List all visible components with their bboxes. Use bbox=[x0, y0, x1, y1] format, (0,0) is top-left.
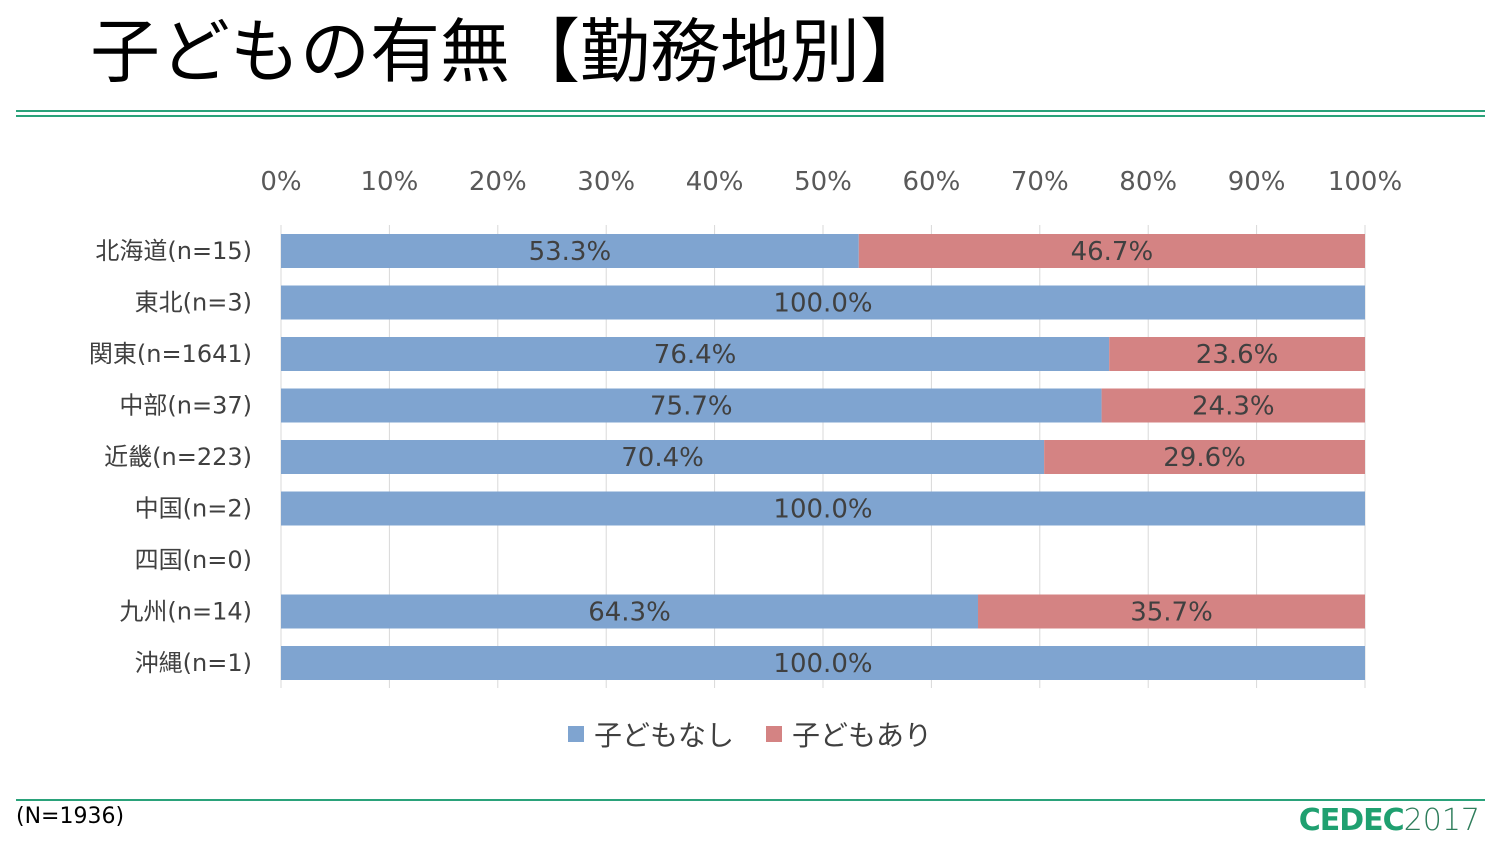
stacked-bar-chart: 0% 10% 20% 30% 40% 50% 60% 70% 80% 90% 100% 北海道(n=1… bbox=[89, 167, 1402, 688]
bar-data-label: 100.0% bbox=[773, 289, 872, 319]
x-tick-label: 80% bbox=[1119, 167, 1177, 197]
x-tick-label: 0% bbox=[260, 167, 301, 197]
bar-data-label: 64.3% bbox=[588, 598, 671, 628]
bar-no-children bbox=[281, 285, 1365, 320]
x-tick-label: 60% bbox=[903, 167, 961, 197]
x-tick-label: 20% bbox=[469, 167, 527, 197]
legend-swatch-no-children bbox=[567, 726, 584, 742]
cedec-logo: CEDEC 2017 bbox=[1299, 803, 1480, 838]
category-label: 東北(n=3) bbox=[135, 289, 252, 317]
x-tick-label: 100% bbox=[1328, 167, 1402, 197]
legend-label-no-children: 子どもなし bbox=[593, 719, 734, 752]
bar-has-children bbox=[1101, 388, 1365, 423]
category-label: 沖縄(n=1) bbox=[135, 649, 252, 677]
bar-no-children bbox=[281, 388, 1102, 423]
bar-data-label: 70.4% bbox=[621, 443, 704, 473]
bar-data-label: 53.3% bbox=[529, 237, 612, 267]
bar-no-children bbox=[281, 646, 1365, 680]
legend-item-no-children: 子どもなし bbox=[567, 714, 734, 754]
bar-has-children bbox=[1109, 337, 1365, 371]
category-label: 四国(n=0) bbox=[135, 546, 252, 574]
bar-has-children bbox=[858, 234, 1365, 268]
category-label: 関東(n=1641) bbox=[89, 340, 252, 368]
legend-label-has-children: 子どもあり bbox=[792, 719, 933, 752]
legend-item-has-children: 子どもあり bbox=[766, 714, 932, 754]
x-tick-label: 30% bbox=[577, 167, 635, 197]
logo-cedec-text: CEDEC bbox=[1298, 803, 1405, 838]
title-rule-lower bbox=[16, 115, 1485, 117]
bar-data-label: 75.7% bbox=[650, 392, 733, 422]
bar-data-label: 100.0% bbox=[773, 649, 872, 679]
bar-has-children bbox=[1044, 440, 1365, 474]
bar-data-label: 35.7% bbox=[1130, 598, 1213, 628]
bar-data-label: 100.0% bbox=[773, 495, 872, 525]
slide-title: 子どもの有無【勤務地別】 bbox=[90, 11, 930, 93]
bar-no-children bbox=[281, 491, 1365, 526]
x-tick-label: 40% bbox=[686, 167, 744, 197]
bar-no-children bbox=[281, 337, 1110, 371]
bar-data-label: 29.6% bbox=[1163, 443, 1246, 473]
x-tick-label: 10% bbox=[361, 167, 419, 197]
bar-no-children bbox=[281, 440, 1045, 474]
category-label: 近畿(n=223) bbox=[104, 443, 252, 471]
bar-no-children bbox=[281, 234, 859, 268]
category-label: 九州(n=14) bbox=[119, 598, 252, 626]
category-label: 北海道(n=15) bbox=[95, 237, 252, 265]
footer-rule bbox=[16, 799, 1485, 801]
x-tick-label: 90% bbox=[1228, 167, 1286, 197]
bar-has-children bbox=[978, 594, 1365, 629]
bar-data-label: 46.7% bbox=[1071, 237, 1154, 267]
title-rule-upper bbox=[16, 110, 1485, 112]
logo-year-text: 2017 bbox=[1403, 803, 1480, 838]
legend-swatch-has-children bbox=[766, 726, 782, 742]
x-tick-label: 70% bbox=[1011, 167, 1069, 197]
bar-no-children bbox=[281, 594, 979, 629]
category-label: 中国(n=2) bbox=[135, 495, 252, 523]
sample-size-footnote: (N=1936) bbox=[16, 804, 125, 829]
x-tick-label: 50% bbox=[794, 167, 852, 197]
category-label: 中部(n=37) bbox=[119, 392, 252, 420]
bar-data-label: 23.6% bbox=[1196, 340, 1279, 370]
bar-data-label: 76.4% bbox=[654, 340, 737, 370]
chart-legend: 子どもなし 子どもあり bbox=[0, 714, 1500, 754]
bar-data-label: 24.3% bbox=[1192, 392, 1275, 422]
